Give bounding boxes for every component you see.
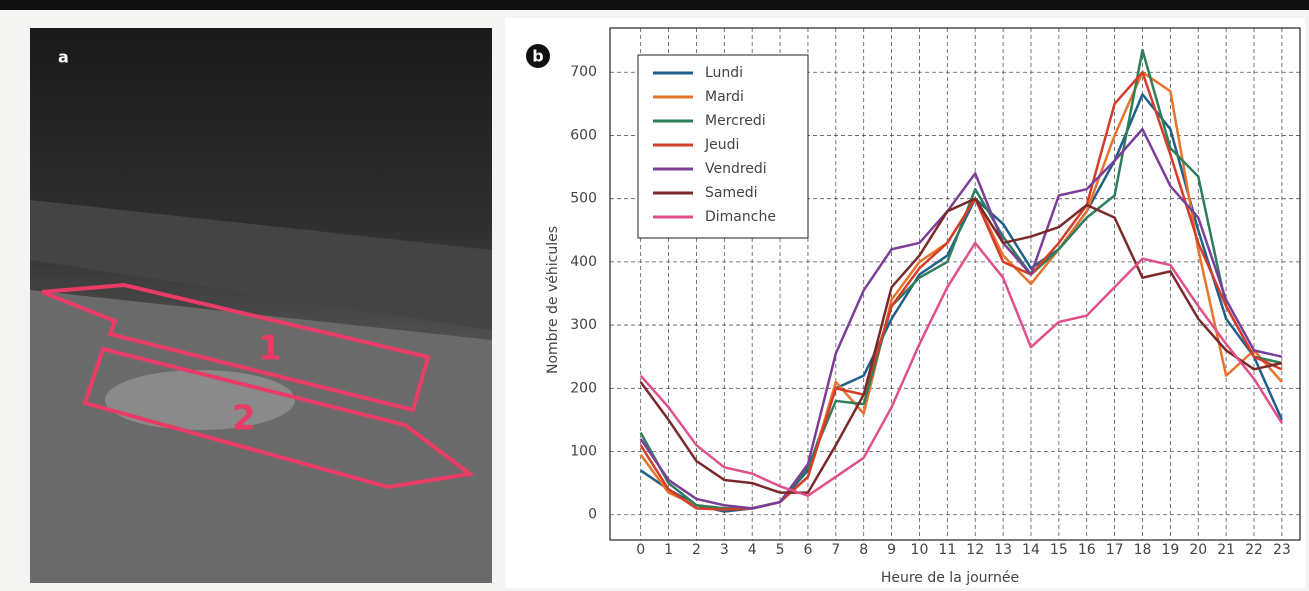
top-bar <box>0 0 1309 10</box>
x-tick-label: 15 <box>1050 542 1068 558</box>
x-tick-label: 2 <box>692 542 701 558</box>
x-tick-label: 1 <box>664 542 673 558</box>
x-tick-label: 22 <box>1245 542 1263 558</box>
y-tick-label: 100 <box>570 444 597 460</box>
plot-frame <box>609 27 1301 541</box>
y-tick-label: 300 <box>570 317 597 333</box>
zone-label: 1 <box>258 329 282 369</box>
x-tick-label: 9 <box>887 542 896 558</box>
series-line <box>639 241 1283 498</box>
y-tick-label: 0 <box>588 507 597 523</box>
x-tick-label: 6 <box>803 542 812 558</box>
x-tick-label: 11 <box>938 542 956 558</box>
x-tick-label: 20 <box>1189 542 1207 558</box>
legend-label: Lundi <box>705 65 743 81</box>
x-tick-label: 4 <box>748 542 757 558</box>
road <box>30 290 492 583</box>
x-tick-label: 5 <box>776 542 785 558</box>
x-tick-label: 10 <box>911 542 929 558</box>
x-tick-label: 23 <box>1273 542 1291 558</box>
y-tick-label: 600 <box>570 127 597 143</box>
y-tick-label: 200 <box>570 380 597 396</box>
legend-label: Mardi <box>705 89 744 105</box>
x-tick-label: 21 <box>1217 542 1235 558</box>
chart-background <box>505 18 1305 588</box>
x-tick-label: 12 <box>966 542 984 558</box>
y-tick-label: 400 <box>570 254 597 270</box>
series-line <box>639 197 1283 494</box>
legend-label: Mercredi <box>705 113 766 129</box>
x-tick-label: 0 <box>636 542 645 558</box>
road-verge <box>30 200 492 330</box>
x-tick-label: 8 <box>859 542 868 558</box>
y-tick-label: 500 <box>570 191 597 207</box>
legend-label: Samedi <box>705 185 758 201</box>
y-tick-label: 700 <box>570 64 597 80</box>
x-tick-label: 16 <box>1078 542 1096 558</box>
x-tick-label: 17 <box>1106 542 1124 558</box>
legend-label: Vendredi <box>705 161 767 177</box>
x-tick-label: 13 <box>994 542 1012 558</box>
panel-label: a <box>58 48 69 67</box>
x-tick-label: 3 <box>720 542 729 558</box>
y-axis-label: Nombre de véhicules <box>545 226 561 374</box>
photo-panel: a 1 2 <box>30 28 492 583</box>
zone-label: 2 <box>232 399 256 439</box>
x-axis-label: Heure de la journée <box>881 570 1019 586</box>
x-tick-label: 7 <box>831 542 840 558</box>
zone-2 <box>82 346 475 490</box>
x-tick-label: 19 <box>1161 542 1179 558</box>
legend-label: Dimanche <box>705 209 776 225</box>
car <box>105 370 295 430</box>
series-line <box>639 127 1283 510</box>
x-tick-label: 18 <box>1134 542 1152 558</box>
legend-label: Jeudi <box>704 137 739 153</box>
panel-label: b <box>532 47 543 66</box>
zone-1 <box>41 282 431 413</box>
panel-badge <box>526 44 550 68</box>
x-tick-label: 14 <box>1022 542 1040 558</box>
